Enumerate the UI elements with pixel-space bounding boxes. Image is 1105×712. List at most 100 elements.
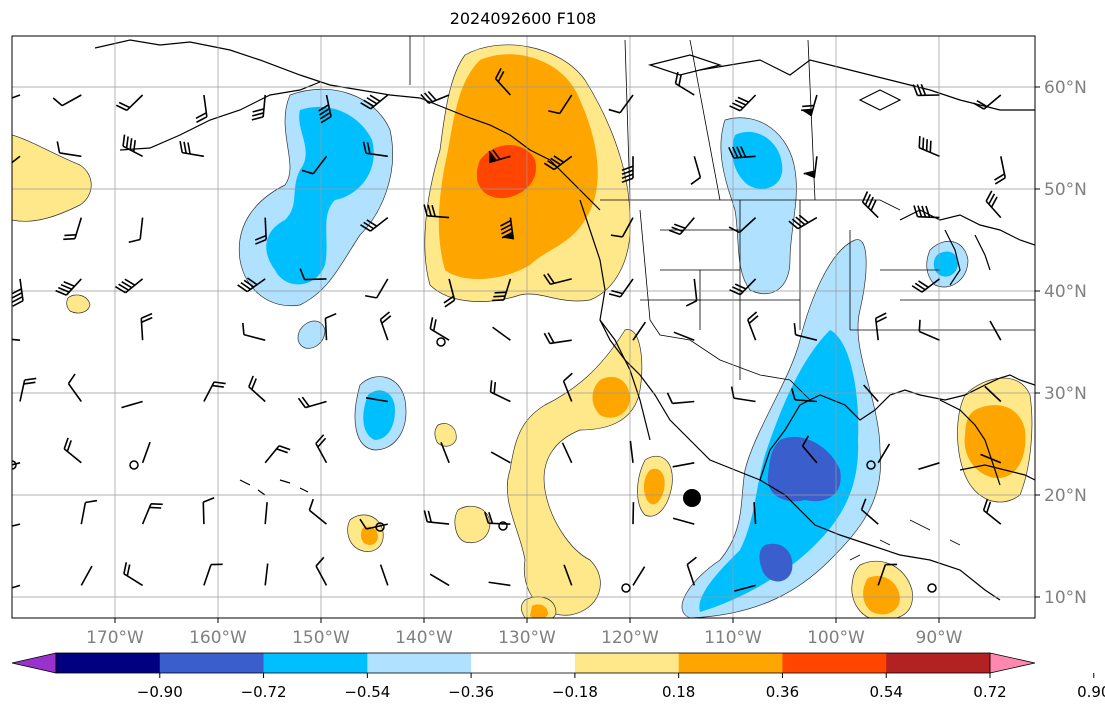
wind-barb <box>379 564 389 586</box>
lon-tick-label: 150°W <box>292 628 350 648</box>
wind-barb <box>674 71 695 96</box>
wind-barb <box>982 499 1002 525</box>
coastlines <box>94 39 1035 601</box>
wind-barb <box>141 441 151 464</box>
wind-barb <box>500 217 515 240</box>
latitude-axis: 60°N 50°N 40°N 30°N 20°N 10°N <box>1035 78 1087 608</box>
wind-barb <box>264 502 268 525</box>
lat-tick-label: 10°N <box>1044 588 1087 608</box>
colorbar-segment <box>159 653 265 673</box>
wind-barb <box>793 323 818 341</box>
wind-barb <box>629 440 634 463</box>
lon-tick-label: 120°W <box>601 628 659 648</box>
colorbar-tick-label: −0.72 <box>241 683 287 701</box>
lat-tick-label: 50°N <box>1044 180 1087 200</box>
wind-barb <box>248 375 266 403</box>
wind-barb <box>672 462 695 468</box>
wind-barb <box>203 381 226 402</box>
wind-barb <box>610 217 634 238</box>
wind-barb <box>301 155 328 175</box>
wind-barb <box>494 67 511 96</box>
wind-barb <box>666 392 695 405</box>
wind-barb <box>202 497 215 525</box>
colorbar-segment <box>574 653 680 673</box>
colorbar-tick-label: −0.54 <box>344 683 390 701</box>
wind-barb <box>562 372 573 402</box>
wind-barb <box>195 94 208 123</box>
wind-barb <box>548 94 573 115</box>
wind-barb <box>728 146 756 159</box>
wind-barb <box>140 312 153 341</box>
wind-barb <box>860 498 879 525</box>
map-frame <box>11 35 1036 619</box>
wind-barb <box>360 94 389 110</box>
wind-barb <box>264 444 291 464</box>
wind-barb <box>985 190 1002 219</box>
calm-markers <box>12 337 937 593</box>
wind-barb <box>543 332 572 345</box>
wind-barb <box>563 564 573 586</box>
wind-barb <box>918 462 940 470</box>
wind-barb <box>315 556 328 586</box>
wind-barb <box>877 443 891 464</box>
wind-barb <box>63 217 83 241</box>
lon-tick-label: 100°W <box>807 628 865 648</box>
wind-barb <box>492 278 512 302</box>
colorbar-segment <box>263 653 368 673</box>
lon-tick-label: 130°W <box>498 628 556 648</box>
wind-barb <box>801 94 818 117</box>
wind-barb <box>128 217 144 244</box>
wind-barb <box>12 523 21 531</box>
wind-barb <box>19 377 37 402</box>
wind-barb <box>12 155 21 171</box>
anomaly-shading <box>12 44 1033 618</box>
wind-barb <box>877 563 898 586</box>
wind-barb <box>179 140 205 158</box>
wind-barb <box>803 156 818 179</box>
wind-barb <box>299 268 327 281</box>
wind-barb <box>203 563 223 586</box>
wind-barb <box>324 312 337 341</box>
wind-barb <box>123 562 144 587</box>
wind-barb <box>12 94 21 104</box>
colorbar-tick-label: −0.36 <box>448 683 494 701</box>
wind-barb <box>492 326 511 341</box>
wind-barb <box>918 136 940 158</box>
wind-barb <box>115 278 144 294</box>
wind-barb <box>490 451 511 464</box>
lat-tick-label: 40°N <box>1044 282 1087 302</box>
colorbar: −0.90 −0.72 −0.54 −0.36 −0.18 0.18 0.36 0.54 0.7… <box>11 652 1105 701</box>
map-title: 2024092600 F108 <box>449 9 597 28</box>
colorbar-extend-high <box>989 652 1036 674</box>
wind-barb <box>728 217 757 234</box>
colorbar-tick-label: −0.18 <box>552 683 598 701</box>
colorbar-frame <box>55 652 991 674</box>
wind-barb <box>632 566 646 586</box>
wind-barb <box>254 217 267 245</box>
lat-tick-label: 20°N <box>1044 486 1087 506</box>
political-borders <box>409 36 1035 561</box>
wind-barb <box>874 312 887 341</box>
wind-barb <box>80 565 93 586</box>
wind-barb <box>12 462 21 469</box>
wind-barb <box>918 319 940 341</box>
colorbar-tick-label: 0.36 <box>766 683 799 701</box>
wind-barb <box>318 94 332 124</box>
wind-barb <box>379 311 392 341</box>
wind-barb <box>12 337 21 341</box>
wind-barb <box>63 437 82 464</box>
wind-barb <box>121 400 143 409</box>
wind-barb <box>52 94 82 107</box>
colorbar-segment <box>678 653 783 673</box>
colorbar-tick-label: 0.18 <box>662 683 695 701</box>
wind-barb <box>365 278 389 299</box>
wind-barb <box>980 453 1002 464</box>
colorbar-tick-label: 0.72 <box>973 683 1006 701</box>
colorbar-tick-label: 0.90 <box>1077 683 1105 701</box>
wind-barb <box>608 278 634 298</box>
colorbar-tick-label: −0.90 <box>137 683 183 701</box>
wind-barb <box>489 380 511 403</box>
wind-barb <box>440 442 450 464</box>
negative-anomaly-pacific-core <box>266 106 374 285</box>
